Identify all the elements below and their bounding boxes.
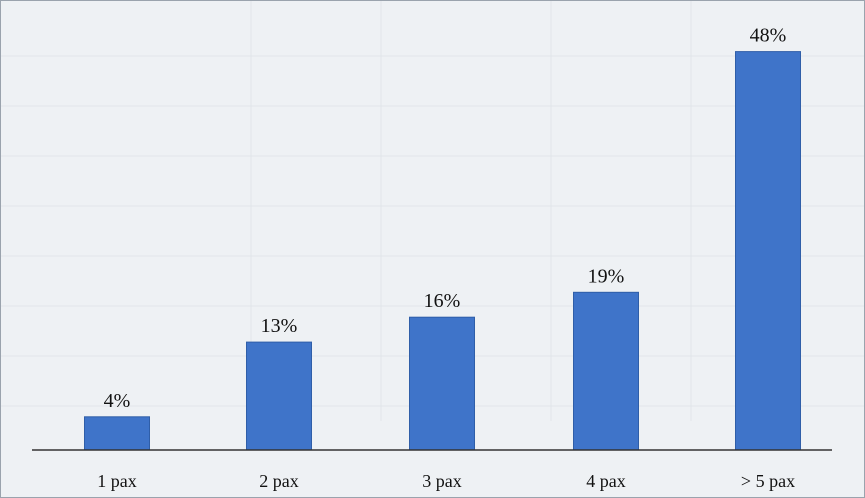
x-tick-label-3: 3 pax (422, 471, 462, 491)
bar-2 (246, 341, 312, 451)
x-tick-label-5: > 5 pax (741, 471, 795, 491)
data-label-4: 19% (588, 265, 625, 287)
data-label-2: 13% (261, 315, 298, 337)
data-label-5: 48% (750, 25, 787, 47)
x-tick-label-1: 1 pax (97, 471, 137, 491)
bar-4 (573, 291, 639, 451)
data-label-1: 4% (104, 390, 131, 412)
data-label-3: 16% (424, 290, 461, 312)
bar-3 (409, 316, 475, 451)
x-tick-label-2: 2 pax (259, 471, 299, 491)
bar-5 (735, 51, 801, 451)
x-tick-label-4: 4 pax (586, 471, 626, 491)
bar-1 (84, 416, 150, 451)
